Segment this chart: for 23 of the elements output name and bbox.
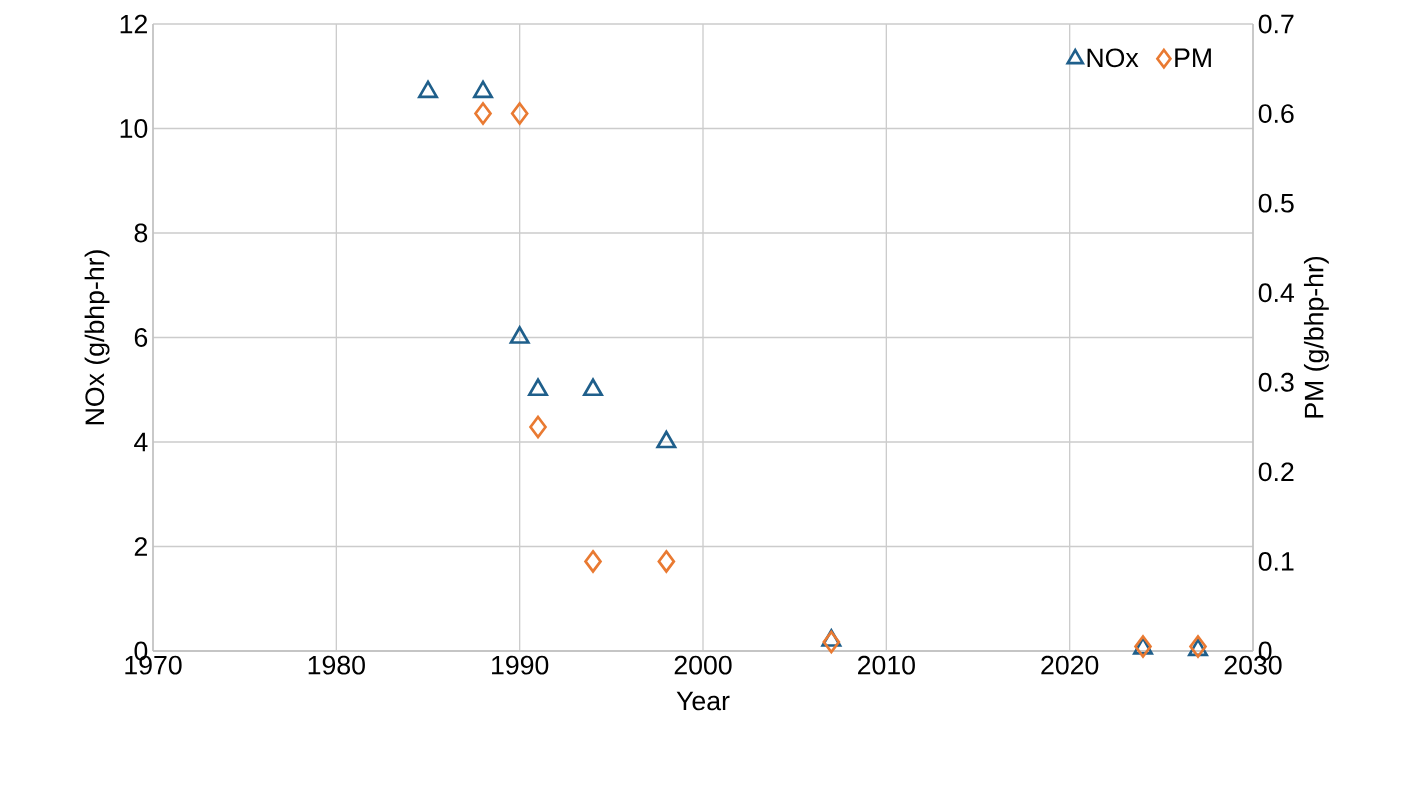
y2-tick-label: 0.5: [1258, 193, 1294, 213]
y2-tick-label: 0.6: [1258, 104, 1294, 123]
y2-axis-title: PM (g/bhp-hr): [1303, 256, 1329, 418]
x-tick-label: 2020: [1041, 655, 1099, 675]
y2-tick-label: 0.4: [1258, 283, 1295, 303]
legend-label: PM: [1175, 48, 1211, 67]
y-tick-label: 10: [120, 119, 148, 138]
x-tick-label: 1980: [308, 655, 365, 675]
x-tick-label: 2010: [858, 655, 915, 675]
y2-tick-label: 0.7: [1258, 14, 1294, 34]
y-tick-label: 4: [134, 432, 148, 452]
x-tick-label: 2000: [674, 655, 732, 675]
y-axis-title: NOx (g/bhp-hr): [84, 250, 110, 425]
y2-tick-label: 0.2: [1258, 462, 1294, 482]
y2-tick-label: 0.1: [1258, 551, 1294, 571]
legend-label: NOx: [1087, 48, 1139, 68]
y-tick-label: 12: [120, 14, 147, 34]
y2-tick-label: 0.3: [1258, 372, 1294, 392]
y-tick-label: 2: [134, 537, 147, 556]
y-tick-label: 6: [134, 328, 148, 347]
x-axis-title: Year: [676, 691, 730, 711]
y-tick-label: 8: [134, 223, 148, 243]
x-tick-label: 1990: [492, 655, 549, 675]
